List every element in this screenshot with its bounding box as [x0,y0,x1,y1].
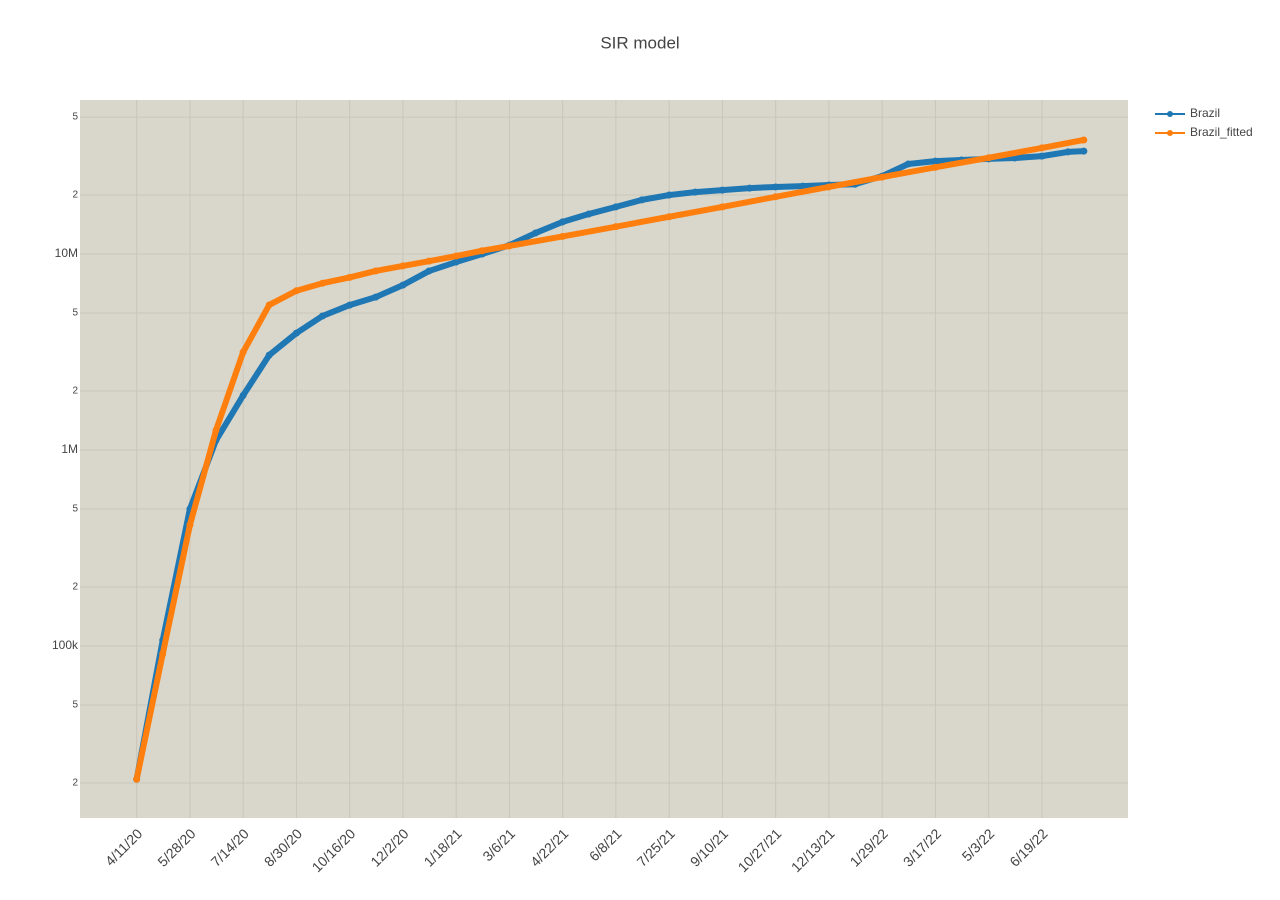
data-point [425,267,433,275]
data-point [318,312,326,320]
legend-label: Brazil [1190,106,1220,120]
data-point [133,775,141,783]
data-point [372,293,380,301]
y-tick-label: 2 [72,582,78,593]
legend-label: Brazil_fitted [1190,125,1253,139]
x-tick-label: 8/30/20 [261,825,305,869]
data-point [1038,144,1046,152]
x-tick-label: 7/25/21 [634,825,678,869]
data-point [665,191,673,199]
data-point [478,247,486,255]
data-point [1080,147,1088,155]
data-point [825,183,833,191]
x-tick-label: 10/16/20 [309,825,359,875]
data-point [186,521,194,529]
data-point [292,329,300,337]
y-tick-label: 100k [52,638,79,652]
data-point [346,301,354,309]
plot-background [80,100,1128,818]
data-point [985,154,993,162]
marks [133,136,1088,783]
data-point [346,273,354,281]
data-point [612,223,620,231]
data-point [931,163,939,171]
data-point [559,218,567,226]
x-tick-label: 5/3/22 [959,825,998,864]
data-point [239,391,247,399]
data-point [612,203,620,211]
data-point [399,281,407,289]
y-tick-label: 2 [72,778,78,789]
data-point [425,257,433,265]
x-tick-label: 4/22/21 [527,825,571,869]
y-tick-label: 5 [72,504,78,515]
x-tick-label: 4/11/20 [102,825,146,869]
y-tick-label: 5 [72,308,78,319]
y-tick-label: 5 [72,700,78,711]
x-tick-label: 9/10/21 [687,825,731,869]
x-tick-label: 6/8/21 [586,825,625,864]
y-tick-label: 5 [72,112,78,123]
data-point [1080,136,1088,144]
data-point [1064,148,1072,156]
x-tick-label: 10/27/21 [735,825,785,875]
y-tick-label: 2 [72,386,78,397]
x-tick-label: 3/17/22 [900,825,944,869]
data-point [559,232,567,240]
data-point [931,157,939,165]
data-point [638,196,646,204]
data-point [372,267,380,275]
data-point [399,262,407,270]
data-point [1038,152,1046,160]
data-point [292,287,300,295]
data-point [318,279,326,287]
data-point [799,182,807,190]
data-point [265,351,273,359]
chart-title: SIR model [600,33,679,52]
y-tick-label: 2 [72,190,78,201]
series-line [133,136,1087,783]
data-point [718,203,726,211]
data-point [452,252,460,260]
data-point [746,184,754,192]
legend-marker [1167,130,1173,136]
data-point [718,186,726,194]
x-tick-label: 3/6/21 [479,825,518,864]
data-point [239,348,247,356]
x-tick-label: 7/14/20 [208,825,252,869]
data-point [265,301,273,309]
data-point [212,426,220,434]
data-point [772,193,780,201]
data-point [585,210,593,218]
data-point [159,650,167,658]
y-tick-label: 10M [55,246,78,260]
y-tick-label: 1M [61,442,78,456]
x-tick-label: 1/18/21 [421,825,465,869]
data-point [878,173,886,181]
x-tick-label: 12/13/21 [788,825,838,875]
x-tick-label: 5/28/20 [154,825,198,869]
data-point [691,188,699,196]
x-tick-label: 6/19/22 [1006,825,1050,869]
data-point [452,258,460,266]
legend-marker [1167,111,1173,117]
data-point [531,229,539,237]
data-point [904,160,912,168]
x-tick-label: 12/2/20 [367,825,411,869]
x-tick-label: 1/29/22 [847,825,891,869]
data-point [505,242,513,250]
data-point [665,213,673,221]
data-point [772,183,780,191]
